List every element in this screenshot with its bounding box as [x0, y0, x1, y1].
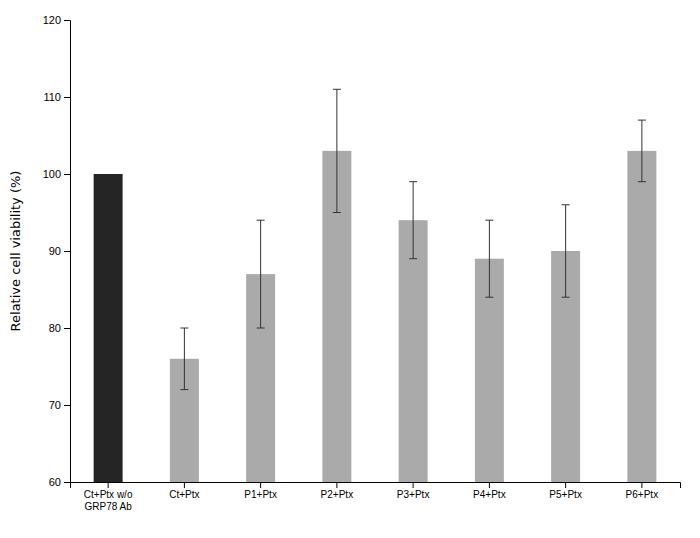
y-tick-label: 60 [49, 476, 61, 488]
x-tick-mark [565, 482, 566, 488]
x-tick: P5+Ptx [549, 482, 582, 500]
x-tick-label-line: Ct+Ptx [169, 489, 199, 500]
x-tick-label: P6+Ptx [626, 489, 659, 500]
x-tick-label: Ct+Ptx [169, 489, 199, 500]
y-tick: 90 [49, 245, 70, 257]
x-tick-label: P1+Ptx [244, 489, 277, 500]
x-tick: P6+Ptx [626, 482, 659, 500]
bar [627, 151, 656, 482]
y-axis-line [64, 21, 71, 483]
y-tick-label: 100 [43, 168, 61, 180]
error-bar [562, 205, 570, 297]
x-tick: P2+Ptx [321, 482, 354, 500]
x-tick-label: P3+Ptx [397, 489, 430, 500]
y-tick: 60 [49, 476, 70, 488]
y-tick-mark [64, 405, 70, 406]
marks [94, 89, 657, 482]
bar [94, 174, 123, 482]
y-tick-label: 80 [49, 322, 61, 334]
plot: 60708090100110120Ct+Ptx w/oGRP78 AbCt+Pt… [43, 14, 681, 538]
y-tick-mark [64, 328, 70, 329]
x-tick-mark [108, 482, 109, 488]
error-bar [485, 220, 493, 297]
y-tick: 70 [49, 399, 70, 411]
x-tick-mark [184, 482, 185, 488]
x-tick-label: P5+Ptx [549, 489, 582, 500]
x-tick-label-line: P3+Ptx [397, 489, 430, 500]
x-tick-label: P4+Ptx [473, 489, 506, 500]
x-tick-label-line: P1+Ptx [244, 489, 277, 500]
y-tick: 120 [43, 14, 70, 26]
y-tick: 80 [49, 322, 70, 334]
x-tick-label: P2+Ptx [321, 489, 354, 500]
error-bar [638, 120, 646, 182]
error-bar [333, 89, 341, 212]
x-axis: Ct+Ptx w/oGRP78 Ab Ct+Ptx P1+Ptx P2+Ptx P3+P… [71, 482, 681, 512]
error-bar [180, 328, 188, 390]
bar [399, 220, 428, 482]
y-tick-label: 90 [49, 245, 61, 257]
error-bar [257, 220, 265, 328]
y-axis: 60 70 80 90 100 110 120 [43, 14, 71, 488]
y-tick-label: 70 [49, 399, 61, 411]
x-tick: Ct+Ptx [169, 482, 199, 500]
x-tick-label: Ct+Ptx w/oGRP78 Ab [84, 489, 133, 512]
y-axis-title: Relative cell viability (%) [8, 171, 23, 332]
y-tick-mark [64, 174, 70, 175]
x-tick-mark [489, 482, 490, 488]
y-tick-mark [64, 97, 70, 98]
x-tick: P1+Ptx [244, 482, 277, 500]
x-tick-mark [641, 482, 642, 488]
x-axis-line [71, 483, 681, 489]
x-tick: P4+Ptx [473, 482, 506, 500]
x-tick-label-line: P6+Ptx [626, 489, 659, 500]
x-tick-mark [260, 482, 261, 488]
x-tick-mark [413, 482, 414, 488]
x-tick-label-line: P5+Ptx [549, 489, 582, 500]
x-tick-label-line: GRP78 Ab [84, 501, 132, 512]
chart: 60708090100110120Ct+Ptx w/oGRP78 AbCt+Pt… [0, 0, 700, 538]
x-tick-mark [336, 482, 337, 488]
x-tick-label-line: P4+Ptx [473, 489, 506, 500]
y-tick: 100 [43, 168, 70, 180]
x-tick: Ct+Ptx w/oGRP78 Ab [84, 482, 133, 512]
x-tick: P3+Ptx [397, 482, 430, 500]
y-tick-mark [64, 482, 70, 483]
y-tick: 110 [43, 91, 70, 103]
y-tick-mark [64, 20, 70, 21]
y-tick-label: 110 [43, 91, 61, 103]
x-tick-label-line: P2+Ptx [321, 489, 354, 500]
y-tick-mark [64, 251, 70, 252]
error-bar [409, 182, 417, 259]
y-tick-label: 120 [43, 14, 61, 26]
x-tick-label-line: Ct+Ptx w/o [84, 489, 133, 500]
